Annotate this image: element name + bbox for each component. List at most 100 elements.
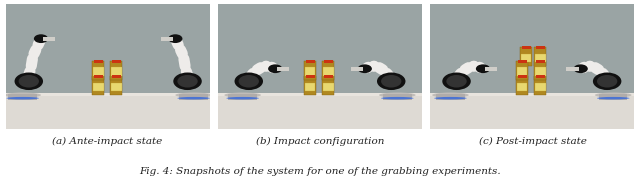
Circle shape [268,64,282,73]
Bar [566,67,579,71]
Bar [516,83,527,91]
Circle shape [446,75,467,88]
Bar [110,61,122,80]
Circle shape [234,72,263,90]
FancyArrowPatch shape [34,50,36,54]
Bar [534,76,546,95]
Bar [351,67,363,71]
Ellipse shape [597,97,630,100]
Circle shape [593,72,621,90]
Bar [323,67,333,76]
Bar [305,67,316,76]
Circle shape [377,72,406,90]
Text: (c) Post-impact state: (c) Post-impact state [479,137,587,146]
Bar [430,4,634,98]
Circle shape [476,64,490,73]
FancyArrowPatch shape [184,59,185,66]
Ellipse shape [434,97,467,100]
Circle shape [239,75,259,88]
FancyArrowPatch shape [248,73,253,79]
Bar [322,61,334,80]
Bar [92,76,104,95]
Text: Fig. 4: Snapshots of the system for one of the grabbing experiments.: Fig. 4: Snapshots of the system for one … [139,167,501,176]
Bar [535,67,545,76]
Bar [306,60,315,63]
FancyArrowPatch shape [465,68,468,70]
Bar [6,4,210,98]
Bar [111,67,122,76]
Bar [218,93,422,96]
Bar [218,4,422,98]
Bar [92,61,104,80]
Bar [520,47,532,66]
Circle shape [15,72,43,90]
Circle shape [168,34,182,43]
Bar [8,94,37,100]
FancyArrowPatch shape [595,68,598,70]
Bar [536,60,545,63]
Bar [599,94,627,100]
Circle shape [19,75,39,88]
Bar [485,67,497,71]
Bar [304,76,316,95]
Circle shape [177,75,198,88]
Ellipse shape [379,93,415,98]
Bar [112,60,122,63]
Ellipse shape [432,93,468,98]
Bar [94,60,103,63]
Bar [218,94,422,129]
Bar [323,83,333,91]
Bar [536,75,545,78]
Bar [536,46,545,49]
FancyArrowPatch shape [272,67,273,68]
Circle shape [381,75,401,88]
Bar [43,37,55,40]
Bar [322,76,334,95]
Bar [522,46,531,49]
Bar [306,75,315,78]
Ellipse shape [595,93,632,98]
Bar [324,60,333,63]
Bar [535,54,545,62]
Bar [516,76,527,95]
Bar [6,93,210,96]
FancyArrowPatch shape [479,67,481,68]
Ellipse shape [175,93,212,98]
FancyArrowPatch shape [38,41,40,45]
Bar [430,94,634,129]
Bar [324,75,333,78]
FancyArrowPatch shape [186,71,189,79]
Ellipse shape [4,93,41,98]
Bar [179,94,208,100]
Circle shape [442,72,471,90]
Bar [110,76,122,95]
FancyArrowPatch shape [583,67,584,68]
FancyArrowPatch shape [367,67,368,68]
Ellipse shape [381,97,413,100]
Bar [430,93,634,96]
Bar [111,83,122,91]
Ellipse shape [227,97,259,100]
Circle shape [173,72,202,90]
Text: (a) Ante-impact state: (a) Ante-impact state [52,137,163,146]
Bar [534,61,546,80]
Bar [516,61,527,80]
FancyArrowPatch shape [180,50,182,54]
Bar [521,54,531,62]
FancyArrowPatch shape [603,73,607,79]
FancyArrowPatch shape [380,68,383,70]
Bar [112,75,122,78]
FancyArrowPatch shape [28,71,30,79]
FancyArrowPatch shape [177,41,178,45]
Bar [383,94,412,100]
FancyArrowPatch shape [31,59,33,66]
Bar [535,83,545,91]
Bar [277,67,289,71]
Bar [161,37,173,40]
Circle shape [573,64,588,73]
Bar [228,94,257,100]
Bar [93,83,104,91]
Bar [534,47,546,66]
FancyArrowPatch shape [456,73,461,79]
Ellipse shape [225,93,261,98]
